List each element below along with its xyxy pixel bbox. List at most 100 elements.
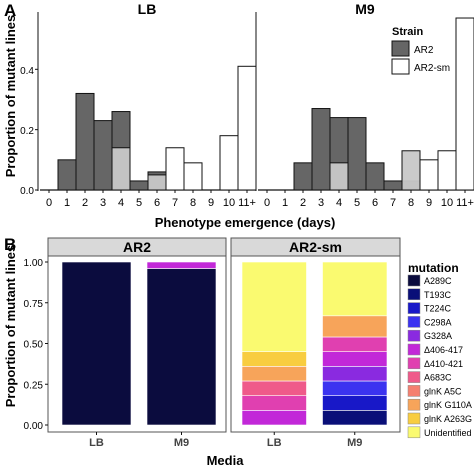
stack-seg-ar2-sm-m9-6 xyxy=(322,315,388,338)
mutation-legend-label-0: A289C xyxy=(424,276,452,286)
mutation-legend-label-8: glnK A5C xyxy=(424,386,462,396)
x-tick-label-lb-3: 3 xyxy=(100,197,106,209)
bar-lb-ar2-sm-8 xyxy=(183,162,203,191)
stack-seg-ar2-sm-lb-0 xyxy=(241,410,307,426)
stack-seg-ar2-sm-lb-5 xyxy=(241,261,307,352)
mutation-legend-swatch-2 xyxy=(407,302,421,314)
bar-m9-ar2-sm-10 xyxy=(437,150,457,191)
panel-b-legend-title: mutation xyxy=(408,261,459,275)
x-tick-label-lb-7: 7 xyxy=(172,197,178,209)
b-y-tick-label-3: 0.75 xyxy=(24,299,44,310)
x-tick-label-m9-5: 5 xyxy=(354,197,360,209)
panel-a-legend-title: Strain xyxy=(392,26,423,38)
panel-a-legend: Strain AR2 AR2-sm xyxy=(391,26,450,75)
x-tick-label-m9-0: 0 xyxy=(264,197,270,209)
x-tick-label-lb-0: 0 xyxy=(46,197,52,209)
b-y-tick-label-2: 0.50 xyxy=(24,340,44,351)
panel-b-letter: B xyxy=(4,235,16,254)
x-tick-label-m9-2: 2 xyxy=(300,197,306,209)
x-tick-label-lb-9: 9 xyxy=(208,197,214,209)
legend-label-ar2-sm: AR2-sm xyxy=(414,63,450,74)
bar-lb-ar2-sm-11+ xyxy=(237,65,257,191)
mutation-legend-label-2: T224C xyxy=(424,304,452,314)
bar-m9-ar2-sm-8 xyxy=(401,150,421,191)
stack-seg-ar2-m9-1 xyxy=(146,261,217,269)
mutation-legend-swatch-1 xyxy=(407,288,421,301)
stack-seg-ar2-sm-m9-4 xyxy=(322,351,388,367)
stack-seg-ar2-m9-0 xyxy=(146,268,217,426)
x-tick-label-m9-7: 7 xyxy=(390,197,396,209)
facet-strip-label-ar2-sm: AR2-sm xyxy=(289,239,342,255)
stack-seg-ar2-sm-m9-7 xyxy=(322,261,388,317)
stack-seg-ar2-sm-lb-4 xyxy=(241,351,307,367)
bar-lb-ar2-sm-6 xyxy=(147,174,167,191)
x-tick-label-m9-1: 1 xyxy=(282,197,288,209)
bar-m9-ar2-7 xyxy=(383,180,403,191)
x-tick-label-m9-3: 3 xyxy=(318,197,324,209)
bar-m9-ar2-6 xyxy=(365,162,385,191)
mutation-legend-label-3: C298A xyxy=(424,317,452,327)
mutation-legend-swatch-9 xyxy=(407,398,421,411)
mutation-legend-label-1: T193C xyxy=(424,290,452,300)
stack-seg-ar2-sm-m9-2 xyxy=(322,380,388,396)
panel-a-y-axis-label: Proportion of mutant lines xyxy=(3,15,18,178)
mutation-legend-label-5: Δ406-417 xyxy=(424,345,463,355)
legend-swatch-ar2 xyxy=(391,40,410,57)
panel-a-y-tick-1: 0.2 xyxy=(20,126,34,137)
stack-seg-ar2-sm-lb-2 xyxy=(241,380,307,396)
panel-b-y-axis-label: Proportion of mutant lines xyxy=(3,245,18,408)
mutation-legend-label-9: glnK G110A xyxy=(424,400,472,410)
panel-b-x-axis-label: Media xyxy=(207,453,245,468)
panel-a-y-tick-2: 0.4 xyxy=(20,66,34,77)
panel-a-facet-title-lb: LB xyxy=(138,1,157,17)
bar-m9-ar2-sm-11+ xyxy=(455,17,474,191)
bar-lb-ar2-sm-10 xyxy=(219,135,239,191)
legend-label-ar2: AR2 xyxy=(414,45,434,56)
b-x-tick-label-ar2-lb: LB xyxy=(89,437,104,449)
x-tick-label-m9-9: 9 xyxy=(426,197,432,209)
bar-lb-ar2-3 xyxy=(93,120,113,191)
facet-strip-label-ar2: AR2 xyxy=(123,239,151,255)
x-tick-label-m9-4: 4 xyxy=(336,197,342,209)
bar-lb-ar2-sm-7 xyxy=(165,147,185,191)
mutation-legend-label-4: G328A xyxy=(424,331,452,341)
stack-seg-ar2-sm-lb-3 xyxy=(241,366,307,382)
x-tick-label-lb-1: 1 xyxy=(64,197,70,209)
bar-m9-ar2-sm-4 xyxy=(329,162,349,191)
bar-m9-ar2-5 xyxy=(347,117,367,191)
mutation-legend-label-7: A683C xyxy=(424,373,452,383)
panel-a-facet-title-m9: M9 xyxy=(355,1,375,17)
bar-m9-ar2-sm-9 xyxy=(419,159,439,191)
panel-a-x-axis-label: Phenotype emergence (days) xyxy=(155,215,336,230)
mutation-legend-swatch-7 xyxy=(407,371,421,383)
mutation-legend-swatch-3 xyxy=(407,316,421,328)
x-tick-label-lb-4: 4 xyxy=(118,197,124,209)
stack-seg-ar2-sm-m9-5 xyxy=(322,336,388,352)
x-tick-label-m9-8: 8 xyxy=(408,197,414,209)
bar-m9-ar2-3 xyxy=(311,108,331,191)
mutation-legend-swatch-10 xyxy=(407,412,421,425)
mutation-legend-label-6: Δ410-421 xyxy=(424,359,463,369)
mutation-legend-label-10: glnK A263G xyxy=(424,414,472,424)
x-tick-label-lb-10: 10 xyxy=(223,197,235,209)
bar-lb-ar2-1 xyxy=(57,159,77,191)
bar-m9-ar2-2 xyxy=(293,162,313,191)
x-tick-label-m9-6: 6 xyxy=(372,197,378,209)
b-x-tick-label-ar2-sm-lb: LB xyxy=(267,437,282,449)
b-x-tick-label-ar2-sm-m9: M9 xyxy=(347,437,362,449)
x-tick-label-lb-5: 5 xyxy=(136,197,142,209)
panel-a-letter: A xyxy=(4,1,16,20)
b-y-tick-label-0: 0.00 xyxy=(24,421,44,432)
stack-seg-ar2-sm-m9-0 xyxy=(322,410,388,426)
x-tick-label-m9-11+: 11+ xyxy=(456,197,474,209)
mutation-legend-swatch-4 xyxy=(407,329,421,342)
mutation-legend-label-11: Unidentified xyxy=(424,428,472,438)
bar-lb-ar2-2 xyxy=(75,92,95,191)
stack-seg-ar2-lb-0 xyxy=(61,261,132,426)
panel-a-y-tick-0: 0.0 xyxy=(20,186,34,197)
x-tick-label-lb-8: 8 xyxy=(190,197,196,209)
mutation-legend-swatch-11 xyxy=(407,426,421,439)
x-tick-label-lb-6: 6 xyxy=(154,197,160,209)
bar-lb-ar2-5 xyxy=(129,180,149,191)
bar-lb-ar2-sm-4 xyxy=(111,147,131,191)
